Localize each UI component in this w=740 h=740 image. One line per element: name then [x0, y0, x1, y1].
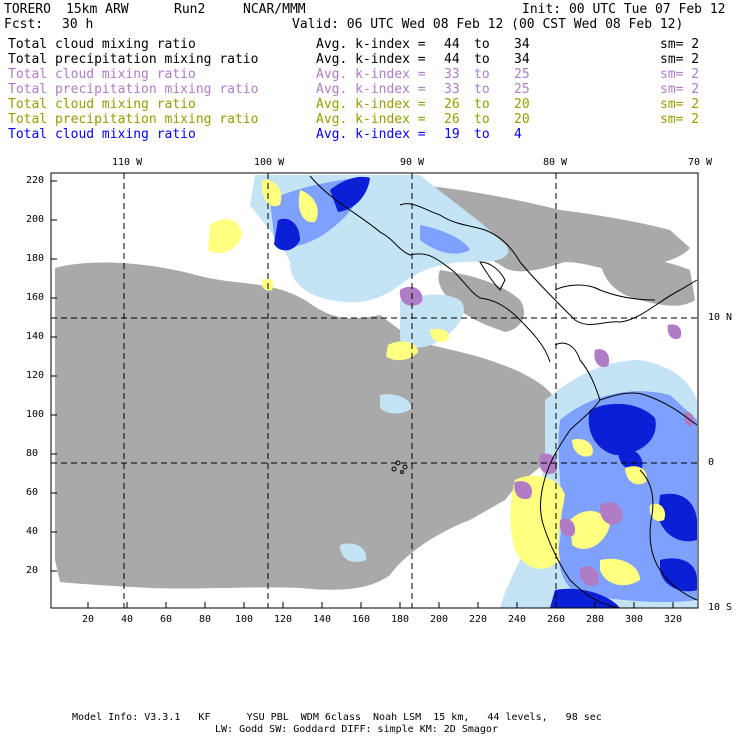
legend-row-from: 19 — [444, 127, 460, 142]
legend-row-to: 25 — [514, 82, 530, 97]
forecast-label: Fcst: — [4, 17, 44, 32]
legend-row-sm: sm= 2 — [660, 52, 700, 67]
legend-row-kindex: Avg. k-index = — [316, 127, 426, 142]
y-tick-label: 160 — [26, 292, 45, 303]
x-tick-label: 220 — [469, 614, 488, 625]
title-config: 15km ARW — [66, 2, 129, 17]
x-tick-label: 320 — [664, 614, 683, 625]
legend-row-field: Total cloud mixing ratio — [8, 127, 196, 142]
legend-row-kindex: Avg. k-index = — [316, 52, 426, 67]
legend-row-to_word: to — [474, 82, 490, 97]
x-tick-label: 300 — [625, 614, 644, 625]
init-time: Init: 00 UTC Tue 07 Feb 12 — [522, 2, 726, 17]
legend-row-to: 20 — [514, 97, 530, 112]
x-tick-label: 280 — [586, 614, 605, 625]
legend-row-field: Total precipitation mixing ratio — [8, 112, 259, 127]
lat-label-10s: 10 S — [708, 602, 733, 613]
legend-row-to: 34 — [514, 37, 530, 52]
lon-label-70w: 70 W — [688, 157, 713, 168]
x-tick-label: 60 — [160, 614, 173, 625]
legend-row-from: 26 — [444, 97, 460, 112]
axis-ticks — [51, 180, 674, 608]
legend-row-kindex: Avg. k-index = — [316, 112, 426, 127]
x-tick-label: 120 — [274, 614, 293, 625]
y-tick-label: 120 — [26, 370, 45, 381]
y-tick-label: 80 — [26, 448, 39, 459]
legend-row-sm: sm= 2 — [660, 37, 700, 52]
legend-row-kindex: Avg. k-index = — [316, 37, 426, 52]
x-tick-label: 100 — [235, 614, 254, 625]
y-tick-label: 40 — [26, 526, 39, 537]
y-tick-label: 200 — [26, 214, 45, 225]
y-tick-label: 100 — [26, 409, 45, 420]
lon-label-110w: 110 W — [112, 157, 143, 168]
legend-row-from: 44 — [444, 52, 460, 67]
purple-precip-field — [399, 286, 695, 587]
legend-row-from: 33 — [444, 82, 460, 97]
lon-label-90w: 90 W — [400, 157, 425, 168]
legend-row-field: Total cloud mixing ratio — [8, 67, 196, 82]
legend-row-to_word: to — [474, 112, 490, 127]
y-tick-label: 180 — [26, 253, 45, 264]
x-tick-label: 240 — [508, 614, 527, 625]
x-tick-label: 80 — [199, 614, 212, 625]
y-tick-label: 60 — [26, 487, 39, 498]
legend-row-to_word: to — [474, 67, 490, 82]
graticule — [51, 173, 698, 608]
legend-row-field: Total precipitation mixing ratio — [8, 52, 259, 67]
legend-row-from: 26 — [444, 112, 460, 127]
title-model: TORERO — [4, 2, 51, 17]
x-tick-label: 20 — [82, 614, 95, 625]
legend-row-to_word: to — [474, 127, 490, 142]
y-tick-label: 20 — [26, 565, 39, 576]
legend-row-field: Total cloud mixing ratio — [8, 97, 196, 112]
x-tick-label: 140 — [313, 614, 332, 625]
coastlines — [309, 175, 698, 608]
field-layer — [55, 175, 698, 608]
legend-row-from: 33 — [444, 67, 460, 82]
legend-row-field: Total cloud mixing ratio — [8, 37, 196, 52]
legend-row-sm: sm= 2 — [660, 112, 700, 127]
title-org: NCAR/MMM — [243, 2, 306, 17]
legend-row-to_word: to — [474, 37, 490, 52]
legend-row-kindex: Avg. k-index = — [316, 67, 426, 82]
plot-frame — [50, 172, 699, 609]
x-tick-label: 180 — [391, 614, 410, 625]
legend-row-to_word: to — [474, 52, 490, 67]
legend-row-to: 4 — [514, 127, 522, 142]
legend-row-sm: sm= 2 — [660, 67, 700, 82]
x-tick-label: 260 — [547, 614, 566, 625]
legend-row-kindex: Avg. k-index = — [316, 97, 426, 112]
legend-row-from: 44 — [444, 37, 460, 52]
legend-row-sm: sm= 2 — [660, 82, 700, 97]
physics-info: LW: Godd SW: Goddard DIFF: simple KM: 2D… — [215, 724, 498, 735]
x-tick-label: 200 — [430, 614, 449, 625]
x-tick-label: 160 — [352, 614, 371, 625]
lon-label-100w: 100 W — [254, 157, 285, 168]
legend-row-to: 25 — [514, 67, 530, 82]
lon-label-80w: 80 W — [543, 157, 568, 168]
model-info: Model Info: V3.3.1 KF YSU PBL WDM 6class… — [72, 712, 602, 723]
y-tick-label: 220 — [26, 175, 45, 186]
lat-label-0: 0 — [708, 457, 715, 468]
dark-blue-cloud-field — [274, 176, 697, 608]
legend-row-to: 20 — [514, 112, 530, 127]
title-run: Run2 — [174, 2, 206, 17]
lat-label-10n: 10 N — [708, 312, 733, 323]
y-tick-label: 140 — [26, 331, 45, 342]
legend-row-field: Total precipitation mixing ratio — [8, 82, 259, 97]
legend-row-kindex: Avg. k-index = — [316, 82, 426, 97]
x-tick-label: 40 — [121, 614, 134, 625]
forecast-value: 30 h — [62, 17, 94, 32]
legend-row-sm: sm= 2 — [660, 97, 700, 112]
legend-row-to: 34 — [514, 52, 530, 67]
valid-time: Valid: 06 UTC Wed 08 Feb 12 (00 CST Wed … — [292, 17, 684, 32]
legend-row-to_word: to — [474, 97, 490, 112]
